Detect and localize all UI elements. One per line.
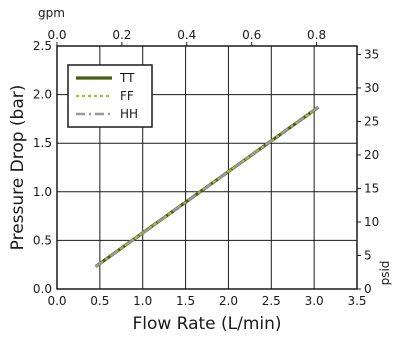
x2-tick-label-4: 0.8 — [307, 28, 326, 42]
y2-tick-label-0: 0 — [364, 282, 372, 296]
x2-tick-label-3: 0.6 — [242, 28, 261, 42]
top-axis-label: gpm — [38, 6, 65, 20]
x-tick-label-5: 2.5 — [262, 294, 281, 308]
y-tick-label-5: 2.5 — [33, 39, 52, 53]
tick-labels: 0.0 0.5 1.0 1.5 2.0 2.5 3.0 3.5 0.0 0.5 1.0 1.5 2.0 2… — [33, 28, 379, 308]
y2-tick-label-4: 20 — [364, 148, 379, 162]
y-tick-label-2: 1.0 — [33, 185, 52, 199]
series-lines — [94, 105, 320, 268]
legend-label-ff: FF — [120, 89, 134, 103]
y2-tick-label-5: 25 — [364, 114, 379, 128]
x2-tick-label-0: 0.0 — [47, 28, 66, 42]
legend-label-hh: HH — [120, 107, 138, 121]
series-line-hh — [94, 106, 320, 268]
y2-tick-label-7: 35 — [364, 47, 379, 61]
x-tick-label-6: 3.0 — [305, 294, 324, 308]
legend-label-tt: TT — [119, 71, 135, 85]
y-tick-label-3: 1.5 — [33, 136, 52, 150]
y-tick-label-0: 0.0 — [33, 282, 52, 296]
x-axis-label: Flow Rate (L/min) — [132, 314, 281, 334]
y-axis-label: Pressure Drop (bar) — [8, 85, 28, 251]
x-tick-label-1: 0.5 — [90, 294, 109, 308]
y2-tick-label-1: 5 — [364, 248, 372, 262]
plot-frame — [56, 45, 358, 290]
legend: TT FF HH — [67, 64, 153, 128]
x2-tick-label-1: 0.2 — [112, 28, 131, 42]
y2-tick-label-6: 30 — [364, 81, 379, 95]
x-tick-label-7: 3.5 — [347, 294, 366, 308]
right-axis-label: psid — [378, 261, 392, 286]
x-tick-label-0: 0.0 — [47, 294, 66, 308]
y2-tick-label-2: 10 — [364, 215, 379, 229]
x2-tick-label-2: 0.4 — [177, 28, 196, 42]
x-tick-label-3: 1.5 — [176, 294, 195, 308]
y-tick-label-1: 0.5 — [33, 233, 52, 247]
x-tick-label-2: 1.0 — [133, 294, 152, 308]
legend-box — [67, 64, 153, 128]
y2-tick-label-3: 15 — [364, 181, 379, 195]
y-tick-label-4: 2.0 — [33, 88, 52, 102]
x-tick-label-4: 2.0 — [219, 294, 238, 308]
